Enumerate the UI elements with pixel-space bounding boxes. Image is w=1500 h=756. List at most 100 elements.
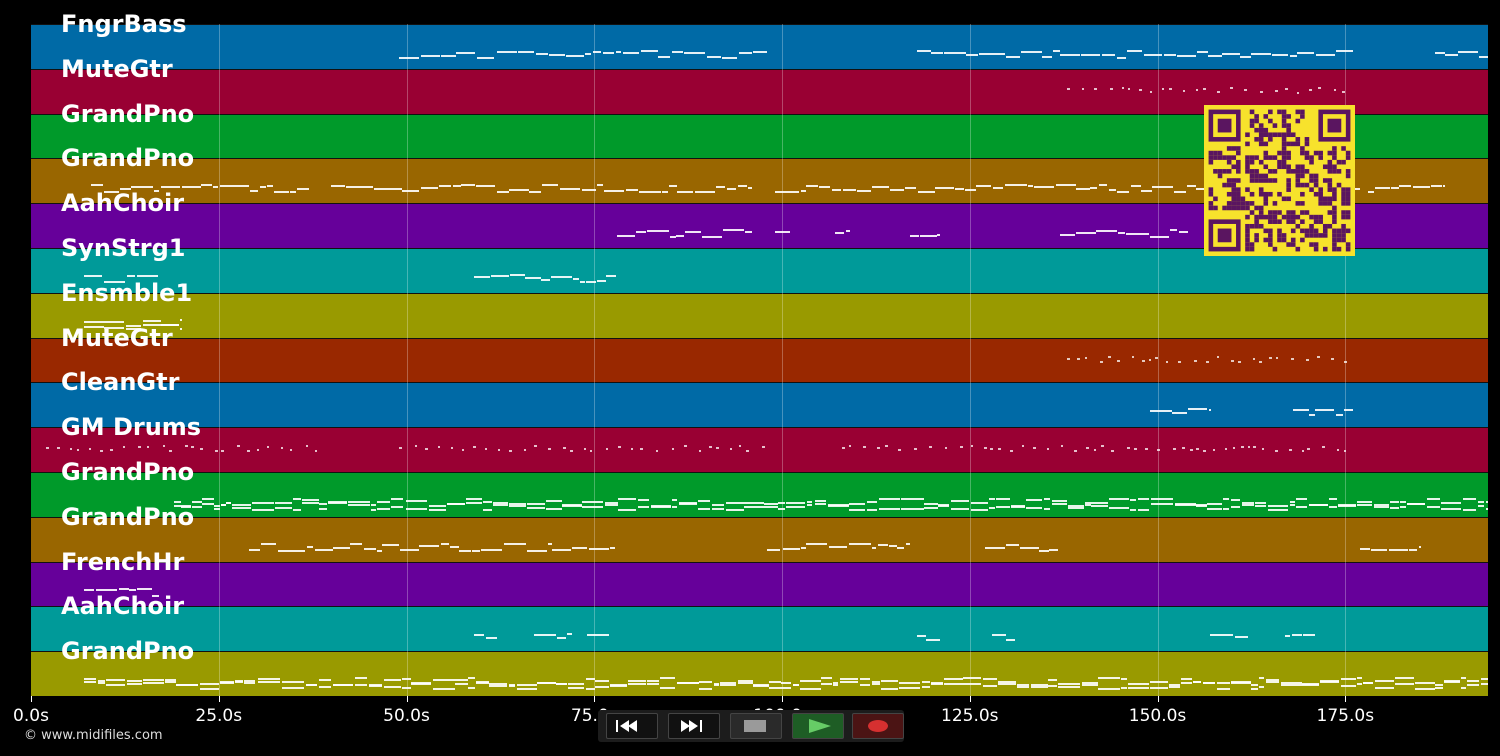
midi-note — [277, 549, 291, 552]
midi-note — [259, 186, 266, 189]
midi-note — [1127, 87, 1131, 90]
midi-note — [1217, 688, 1231, 691]
midi-note — [1232, 447, 1236, 450]
midi-note — [1374, 504, 1389, 506]
midi-note — [446, 503, 465, 505]
midi-note — [572, 546, 588, 549]
midi-note — [1127, 50, 1142, 52]
midi-note — [1165, 360, 1169, 363]
midi-note — [647, 680, 659, 683]
midi-note — [901, 498, 924, 500]
midi-note — [162, 445, 166, 448]
midi-note — [535, 53, 549, 55]
midi-note — [1389, 548, 1409, 551]
transport-controls — [598, 710, 904, 742]
midi-note — [1163, 54, 1176, 56]
midi-note — [131, 186, 154, 189]
midi-note — [1247, 446, 1251, 449]
midi-note — [860, 684, 871, 687]
midi-note — [1116, 57, 1126, 59]
midi-note — [370, 509, 376, 511]
midi-note — [509, 189, 529, 192]
midi-note — [274, 507, 293, 509]
midi-note — [597, 280, 607, 282]
midi-note — [781, 687, 792, 690]
midi-note — [380, 188, 403, 191]
midi-note — [989, 498, 996, 500]
play-button[interactable] — [792, 713, 844, 739]
midi-note — [503, 542, 526, 545]
midi-note — [744, 502, 764, 504]
midi-note — [1196, 51, 1208, 53]
midi-note — [1371, 548, 1388, 551]
midi-note — [1181, 682, 1193, 685]
midi-note — [661, 191, 669, 194]
midi-note — [1031, 686, 1049, 689]
midi-note — [1084, 502, 1091, 504]
midi-note — [1181, 678, 1193, 681]
midi-note — [1241, 446, 1244, 449]
midi-note — [605, 504, 619, 506]
midi-note — [1408, 548, 1418, 551]
midi-note — [489, 683, 508, 686]
midi-note — [333, 546, 350, 549]
stop-button[interactable] — [730, 713, 782, 739]
midi-note — [529, 191, 542, 194]
midi-note — [1269, 356, 1272, 359]
midi-note — [833, 682, 839, 685]
midi-note — [1051, 503, 1068, 505]
midi-note — [641, 50, 658, 52]
midi-note — [699, 681, 713, 684]
midi-note — [871, 681, 880, 684]
midi-note — [1131, 355, 1135, 358]
midi-note — [1441, 508, 1462, 510]
record-icon — [868, 720, 888, 732]
rewind-button[interactable] — [606, 713, 658, 739]
midi-note — [376, 549, 382, 552]
midi-note — [472, 549, 481, 552]
midi-note — [138, 446, 141, 449]
midi-note — [584, 53, 592, 55]
midi-note — [1194, 359, 1197, 362]
midi-note — [226, 502, 232, 504]
midi-note — [83, 678, 96, 681]
midi-note — [1317, 355, 1320, 358]
midi-note — [1322, 446, 1325, 449]
stop-icon — [744, 720, 766, 732]
midi-note — [929, 446, 933, 449]
midi-note — [1169, 686, 1180, 689]
midi-note — [1126, 233, 1149, 236]
midi-note — [419, 544, 440, 547]
midi-note — [1120, 687, 1127, 690]
gridline — [1345, 24, 1347, 696]
gridline — [594, 24, 596, 696]
midi-note — [1026, 507, 1042, 509]
midi-note — [1205, 360, 1209, 363]
midi-note — [698, 450, 702, 453]
track-name-label: GrandPno — [61, 99, 195, 128]
midi-note — [630, 448, 634, 451]
midi-note — [1150, 681, 1169, 684]
midi-note — [122, 446, 126, 449]
midi-note — [778, 502, 785, 504]
midi-note — [260, 542, 276, 545]
midi-note — [1212, 449, 1216, 452]
time-tick-label: 0.0s — [13, 706, 49, 726]
midi-note — [493, 504, 509, 506]
midi-note — [713, 683, 719, 686]
midi-note — [1150, 498, 1174, 500]
record-button[interactable] — [852, 713, 904, 739]
midi-note — [164, 681, 176, 684]
copyright-text: © www.midifiles.com — [24, 728, 163, 743]
midi-note — [219, 682, 234, 685]
midi-note — [769, 687, 781, 690]
midi-note — [142, 323, 162, 326]
midi-note — [332, 684, 354, 687]
midi-note — [1150, 410, 1172, 413]
midi-note — [432, 688, 455, 691]
midi-note — [1251, 53, 1272, 55]
fast-forward-button[interactable] — [668, 713, 720, 739]
midi-note — [391, 498, 404, 500]
midi-note — [1435, 687, 1443, 690]
